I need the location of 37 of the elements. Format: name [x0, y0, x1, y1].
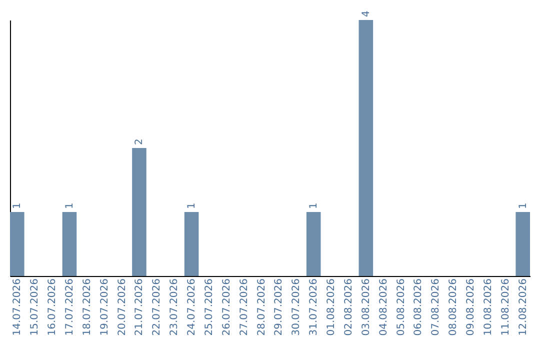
x-tick-label: 01.08.2026: [326, 278, 338, 336]
x-tick-label: 30.07.2026: [291, 278, 302, 336]
data-label: 4: [360, 10, 372, 17]
x-tick-label: 27.07.2026: [238, 278, 250, 336]
data-label: 2: [134, 138, 146, 145]
data-label: 1: [12, 202, 24, 209]
x-tick-label: 08.08.2026: [448, 278, 460, 336]
x-tick-label: 17.07.2026: [64, 278, 76, 336]
x-tick-label: 02.08.2026: [343, 278, 354, 336]
x-tick-label: 16.07.2026: [47, 278, 58, 336]
x-tick-label: 03.08.2026: [360, 278, 372, 336]
x-tick-label: 18.07.2026: [82, 278, 93, 336]
x-tick-label: 31.07.2026: [308, 278, 320, 336]
x-tick-label: 29.07.2026: [274, 278, 285, 336]
x-tick-label: 04.08.2026: [378, 278, 390, 336]
x-tick-label: 14.07.2026: [12, 278, 24, 336]
data-label: 1: [186, 202, 198, 209]
x-tick-label: 24.07.2026: [186, 278, 198, 336]
x-tick-label: 05.08.2026: [396, 278, 407, 336]
x-tick-label: 15.07.2026: [30, 278, 41, 336]
x-tick-label: 23.07.2026: [169, 278, 180, 336]
x-tick-label: 26.07.2026: [221, 278, 232, 336]
data-label: 1: [308, 202, 320, 209]
x-tick-label: 28.07.2026: [256, 278, 268, 336]
x-tick-label: 11.08.2026: [500, 278, 512, 336]
x-tick-label: 10.08.2026: [482, 278, 494, 336]
x-tick-label: 06.08.2026: [413, 278, 424, 336]
data-label: 1: [518, 202, 529, 209]
x-tick-label: 25.07.2026: [204, 278, 215, 336]
x-tick-label: 21.07.2026: [134, 278, 146, 336]
x-tick-label: 12.08.2026: [518, 278, 529, 336]
x-tick-label: 07.08.2026: [430, 278, 442, 336]
x-tick-label: 19.07.2026: [99, 278, 110, 336]
x-tick-label: 22.07.2026: [152, 278, 163, 336]
data-label: 1: [64, 202, 76, 209]
x-tick-label: 20.07.2026: [116, 278, 128, 336]
x-tick-label: 09.08.2026: [466, 278, 477, 336]
